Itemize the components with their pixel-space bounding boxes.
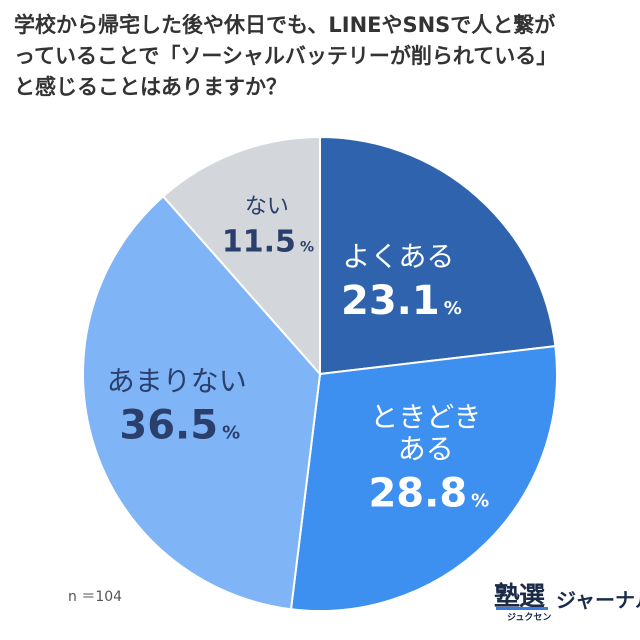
title-line-2: っていることで「ソーシャルバッテリーが削られている」 xyxy=(14,44,558,68)
pie-slice-3 xyxy=(82,194,322,611)
slice-label-2-line-1: ときどき xyxy=(370,400,481,433)
juku-sen-journal-logo: 塾選 ジュクセン ジャーナル xyxy=(494,576,640,632)
slice-unit-3: % xyxy=(222,422,240,443)
slice-value-2: 28.8 xyxy=(368,470,467,516)
pie-slice-1 xyxy=(319,135,557,376)
slice-unit-2: % xyxy=(471,490,489,511)
slice-value-3: 36.5 xyxy=(119,402,218,448)
slice-value-1: 23.1 xyxy=(341,278,440,324)
pie-slice-4 xyxy=(161,135,321,377)
slice-label-1: よくある xyxy=(342,240,454,273)
sample-size-note: n ＝104 xyxy=(68,589,123,605)
slice-unit-4: % xyxy=(300,240,314,256)
title-line-3: と感じることはありますか？ xyxy=(14,75,287,99)
slice-label-4: ない xyxy=(245,195,289,220)
logo-ruby: ジュクセン xyxy=(507,613,552,623)
logo-text: ジャーナル xyxy=(556,588,640,612)
logo-accent-bar xyxy=(496,607,548,610)
slice-label-3: あまりない xyxy=(107,364,247,397)
pie-slice-2 xyxy=(289,345,558,612)
slice-value-4: 11.5 xyxy=(222,225,296,260)
title-line-1: 学校から帰宅した後や休日でも、LINEやSNSで人と繋が xyxy=(14,13,556,37)
slice-label-2-line-2: ある xyxy=(398,432,454,465)
chart-title: 学校から帰宅した後や休日でも、LINEやSNSで人と繋が っていることで「ソーシ… xyxy=(14,10,630,103)
slice-unit-1: % xyxy=(444,298,462,319)
